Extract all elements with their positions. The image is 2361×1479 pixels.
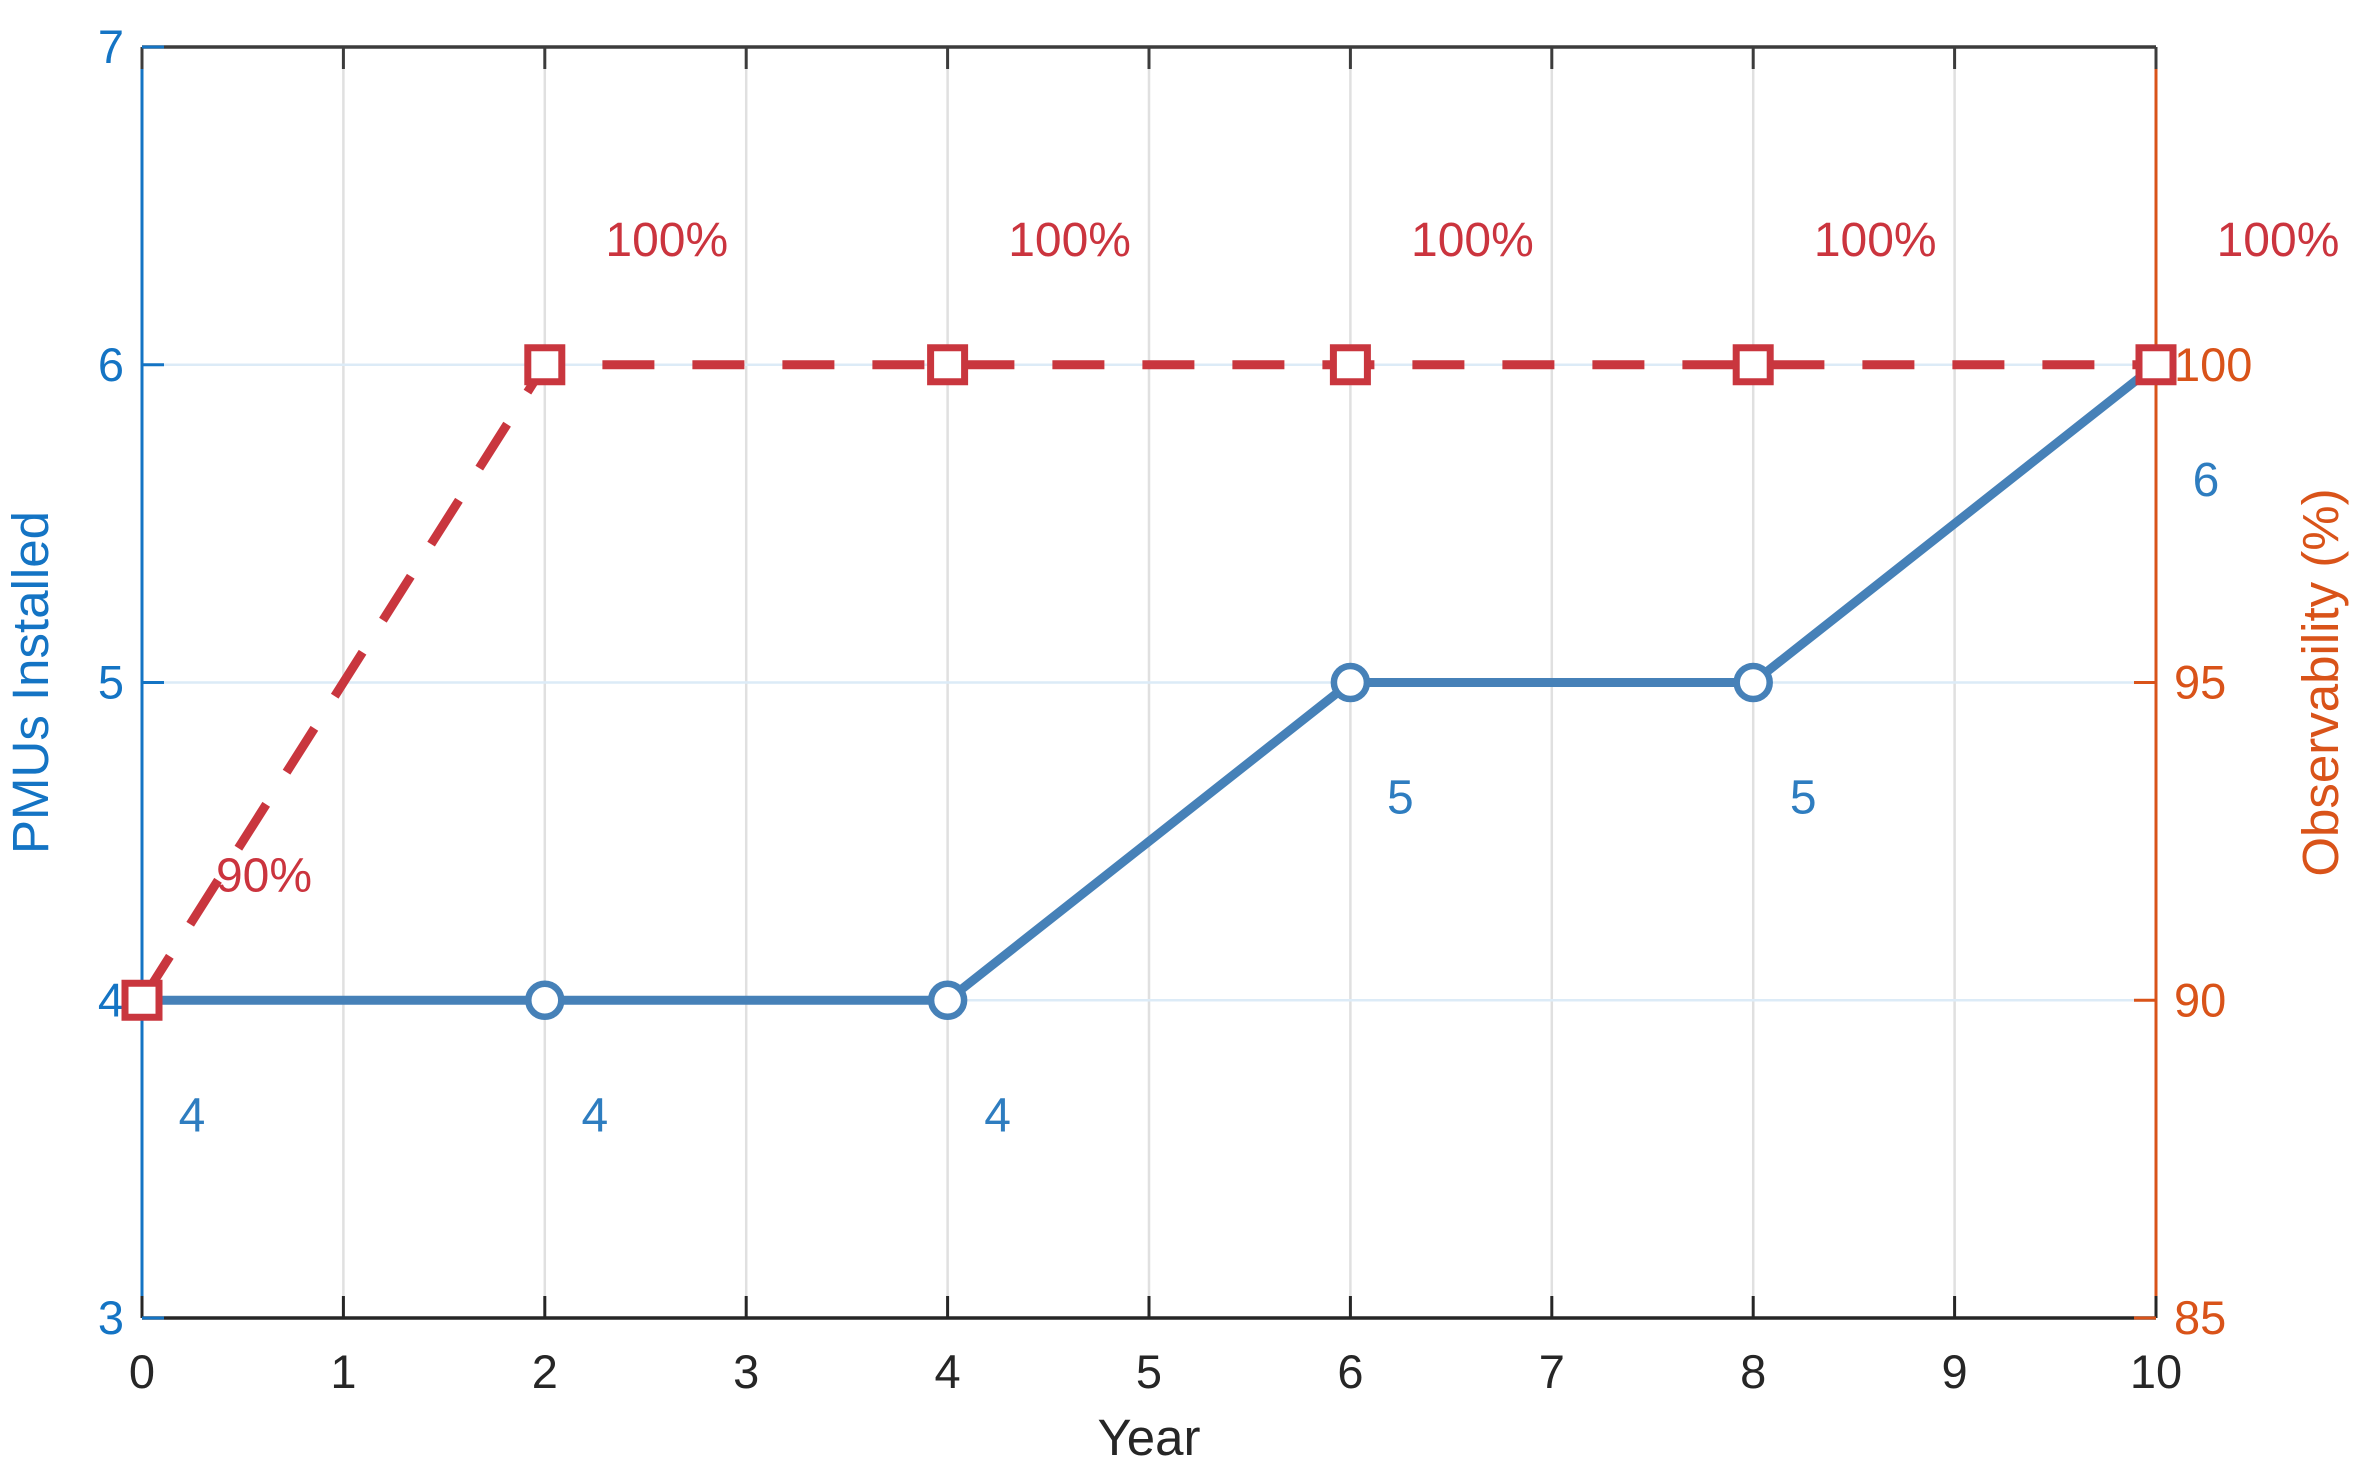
- x-tick-label: 4: [935, 1345, 961, 1398]
- data-label-pmus: 4: [179, 1089, 206, 1142]
- left-tick-label: 4: [98, 973, 124, 1026]
- square-marker: [1329, 344, 1371, 386]
- data-label-observability: 90%: [216, 849, 312, 902]
- square-marker: [121, 979, 163, 1021]
- x-tick-label: 5: [1136, 1345, 1162, 1398]
- square-marker: [1732, 344, 1774, 386]
- x-tick-label: 1: [330, 1345, 356, 1398]
- right-tick-label: 85: [2174, 1291, 2226, 1344]
- x-tick-label: 6: [1337, 1345, 1363, 1398]
- left-tick-label: 5: [98, 656, 124, 709]
- x-tick-label: 10: [2130, 1345, 2182, 1398]
- data-label-pmus: 5: [1790, 772, 1817, 825]
- right-axis-label: Observability (%): [2292, 488, 2349, 876]
- data-label-pmus: 4: [581, 1089, 608, 1142]
- data-label-observability: 100%: [605, 214, 728, 267]
- circle-marker: [525, 980, 565, 1020]
- right-tick-label: 90: [2174, 973, 2226, 1026]
- x-tick-label: 2: [532, 1345, 558, 1398]
- circle-marker: [927, 980, 968, 1020]
- left-tick-label: 6: [98, 338, 124, 391]
- x-tick-label: 8: [1740, 1345, 1766, 1398]
- data-label-pmus: 4: [984, 1089, 1011, 1142]
- data-label-observability: 100%: [1814, 214, 1937, 267]
- series-line-pmus: [142, 361, 2159, 1005]
- x-tick-label: 3: [733, 1345, 759, 1398]
- left-axis-label: PMUs Installed: [2, 511, 59, 854]
- data-label-observability: 100%: [1411, 214, 1534, 267]
- x-tick-label: 0: [129, 1345, 155, 1398]
- square-marker: [524, 344, 566, 386]
- series-line-observability: [138, 360, 2156, 1003]
- right-tick-label: 95: [2174, 656, 2226, 709]
- data-label-observability: 100%: [1008, 214, 1131, 267]
- left-tick-label: 7: [98, 20, 124, 73]
- x-tick-label: 7: [1539, 1345, 1565, 1398]
- x-tick-label: 9: [1942, 1345, 1968, 1398]
- square-marker: [2135, 344, 2177, 386]
- data-label-pmus: 6: [2193, 454, 2220, 507]
- square-marker: [927, 344, 969, 386]
- circle-marker: [1330, 662, 1371, 703]
- left-tick-label: 3: [98, 1291, 124, 1344]
- circle-marker: [1733, 662, 1773, 703]
- data-label-pmus: 5: [1387, 772, 1414, 825]
- right-tick-label: 100: [2174, 338, 2252, 391]
- data-label-observability: 100%: [2217, 214, 2340, 267]
- x-axis-label: Year: [1097, 1409, 1200, 1466]
